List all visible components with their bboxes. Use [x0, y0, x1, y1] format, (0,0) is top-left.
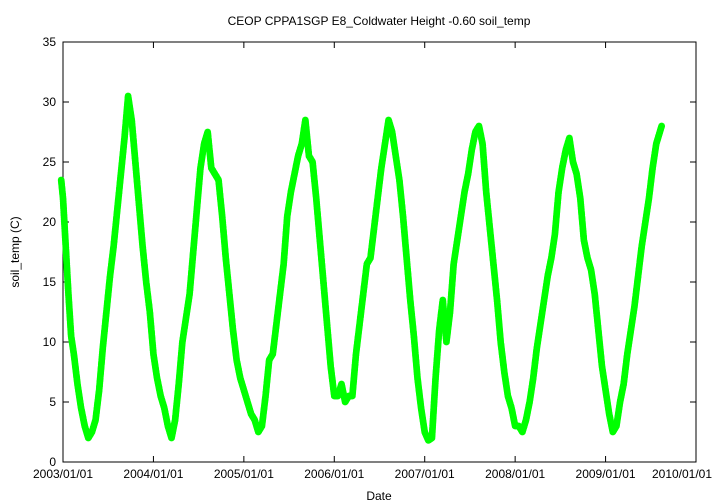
y-tick-label: 10 — [43, 335, 57, 349]
y-tick-label: 30 — [43, 95, 57, 109]
x-tick-label: 2008/01/01 — [485, 467, 545, 481]
y-tick-label: 0 — [49, 455, 56, 469]
y-tick-label: 20 — [43, 215, 57, 229]
y-tick-label: 5 — [49, 395, 56, 409]
y-tick-label: 35 — [43, 35, 57, 49]
x-tick-label: 2007/01/01 — [395, 467, 455, 481]
y-tick-label: 25 — [43, 155, 57, 169]
x-tick-label: 2005/01/01 — [214, 467, 274, 481]
x-tick-label: 2003/01/01 — [33, 467, 93, 481]
chart-title: CEOP CPPA1SGP E8_Coldwater Height -0.60 … — [228, 14, 531, 28]
x-axis-title: Date — [366, 489, 392, 503]
x-tick-label: 2010/01/01 — [652, 467, 712, 481]
y-axis-title: soil_temp (C) — [8, 216, 22, 287]
x-tick-label: 2006/01/01 — [304, 467, 364, 481]
x-axis: 2003/01/01 2004/01/01 2005/01/01 2006/01/01… — [33, 42, 712, 481]
plot-frame — [62, 41, 697, 463]
series-soil-temp — [57, 92, 666, 444]
x-tick-label: 2004/01/01 — [123, 467, 183, 481]
data-point-interp — [657, 123, 665, 131]
x-tick-label: 2009/01/01 — [576, 467, 636, 481]
y-tick-label: 15 — [43, 275, 57, 289]
